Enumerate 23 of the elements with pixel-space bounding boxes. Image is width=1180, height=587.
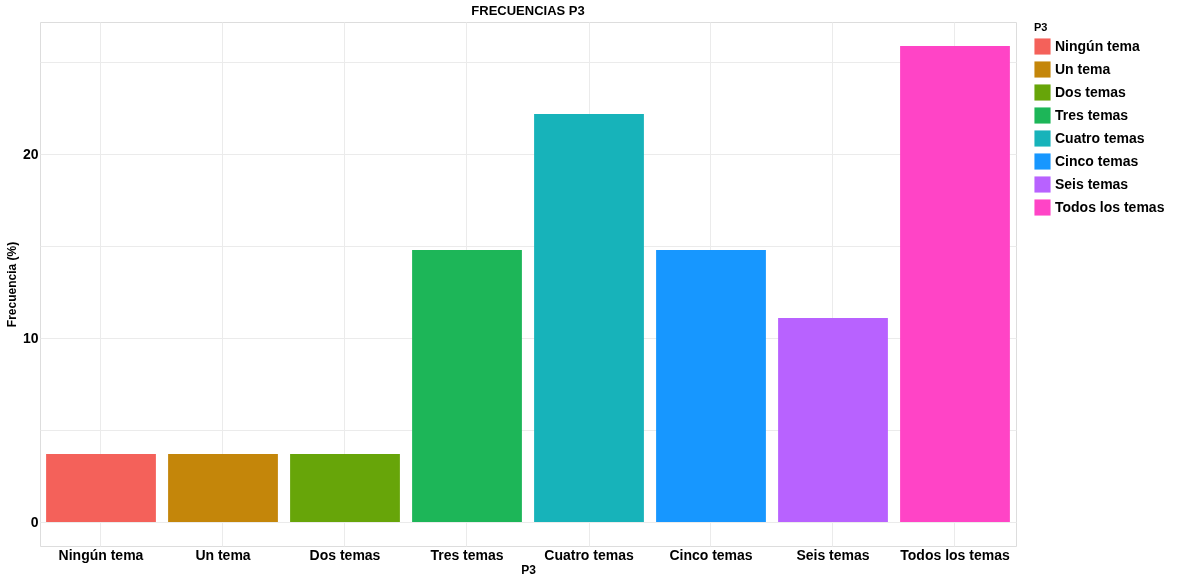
- x-tick-label: Dos temas: [309, 546, 381, 563]
- x-tick-label: Ningún tema: [58, 546, 144, 563]
- legend-label: Seis temas: [1055, 175, 1129, 192]
- legend-label: Un tema: [1055, 60, 1111, 77]
- legend-label: Dos temas: [1055, 83, 1127, 100]
- x-axis-title: P3: [521, 562, 537, 577]
- x-tick-label: Seis temas: [796, 546, 870, 563]
- y-axis-title: Frecuencia (%): [4, 241, 19, 328]
- x-tick-label: Tres temas: [430, 546, 504, 563]
- y-tick-label: 20: [22, 145, 39, 162]
- legend-label: Todos los temas: [1055, 198, 1165, 215]
- legend-label: Tres temas: [1055, 106, 1129, 123]
- legend-title: P3: [1034, 21, 1048, 33]
- legend-label: Ningún tema: [1055, 37, 1140, 54]
- y-tick-label: 10: [22, 329, 39, 346]
- legend-label: Cinco temas: [1055, 152, 1139, 169]
- x-tick-label: Cinco temas: [669, 546, 753, 563]
- x-tick-label: Cuatro temas: [544, 546, 634, 563]
- y-tick-label: 0: [30, 513, 39, 530]
- chart-title: FRECUENCIAS P3: [471, 3, 585, 18]
- legend-label: Cuatro temas: [1055, 129, 1145, 146]
- x-tick-label: Un tema: [195, 546, 251, 563]
- x-tick-label: Todos los temas: [900, 546, 1010, 563]
